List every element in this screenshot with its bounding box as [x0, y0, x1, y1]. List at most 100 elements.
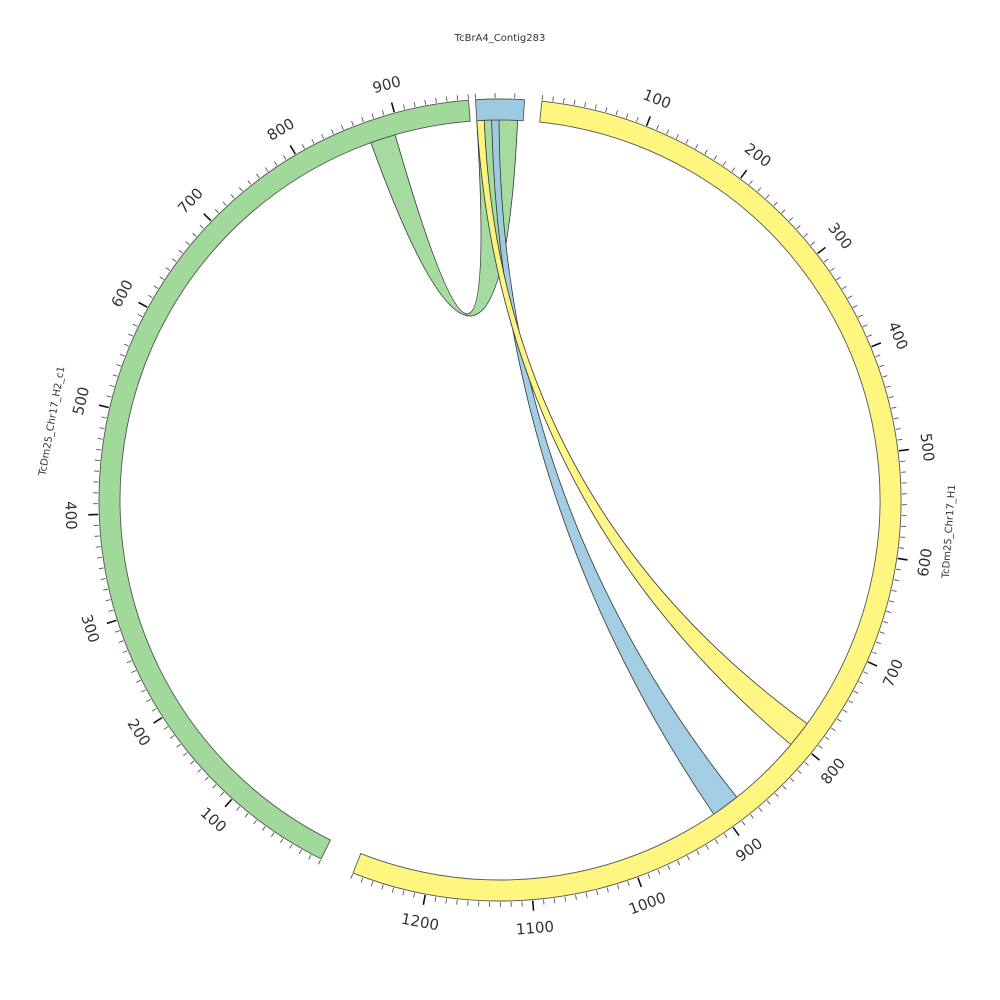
major-tick	[390, 102, 396, 113]
minor-tick	[413, 102, 416, 108]
minor-tick	[575, 894, 577, 900]
minor-tick	[704, 149, 708, 155]
minor-tick	[824, 736, 830, 740]
minor-tick	[169, 735, 175, 739]
minor-tick	[879, 631, 885, 634]
minor-tick	[298, 849, 302, 855]
minor-tick	[606, 887, 609, 893]
minor-tick	[781, 209, 786, 214]
tick-label: 400	[61, 501, 80, 530]
minor-tick	[705, 844, 710, 850]
minor-tick	[796, 225, 801, 230]
minor-tick	[766, 800, 771, 805]
minor-tick	[190, 760, 195, 765]
major-tick	[898, 448, 909, 452]
major-tick	[98, 404, 109, 409]
minor-tick	[875, 641, 881, 645]
minor-tick	[713, 155, 718, 160]
minor-tick	[108, 609, 114, 612]
minor-tick	[888, 396, 894, 399]
minor-tick	[594, 104, 597, 110]
minor-tick	[371, 113, 375, 119]
minor-tick	[247, 180, 252, 185]
minor-tick	[381, 884, 384, 890]
minor-tick	[810, 241, 815, 246]
minor-tick	[165, 267, 171, 271]
tick-label: 800	[817, 754, 849, 788]
minor-tick	[116, 364, 122, 367]
minor-tick	[615, 110, 618, 116]
minor-tick	[283, 155, 287, 160]
minor-tick	[424, 99, 427, 106]
minor-tick	[867, 334, 873, 338]
minor-tick	[748, 180, 753, 185]
minor-tick	[685, 138, 689, 144]
minor-tick	[741, 820, 746, 826]
minor-tick	[879, 364, 885, 368]
minor-tick	[893, 417, 899, 420]
minor-tick	[757, 187, 762, 192]
tick-label: 700	[174, 184, 207, 217]
minor-tick	[758, 807, 763, 812]
minor-tick	[893, 579, 900, 582]
minor-tick	[301, 144, 306, 149]
minor-tick	[253, 819, 258, 825]
minor-tick	[891, 406, 897, 409]
tick-label: 1100	[515, 918, 555, 939]
minor-tick	[562, 98, 565, 104]
tick-label: 500	[917, 432, 938, 463]
major-tick	[531, 900, 535, 911]
minor-tick	[686, 855, 690, 861]
minor-tick	[445, 96, 448, 102]
minor-tick	[714, 839, 719, 844]
minor-tick	[696, 850, 700, 856]
minor-tick	[882, 375, 888, 378]
minor-tick	[445, 898, 447, 904]
minor-tick	[695, 144, 699, 149]
minor-tick	[317, 859, 322, 865]
link-2	[491, 119, 738, 815]
minor-tick	[126, 660, 132, 664]
minor-tick	[886, 610, 892, 614]
minor-tick	[132, 323, 138, 327]
minor-tick	[171, 258, 177, 263]
minor-tick	[862, 324, 868, 328]
minor-tick	[351, 120, 354, 126]
minor-tick	[151, 708, 157, 712]
segment-name-tcdm25-chr17-h2-c1: TcDm25_Chr17_H2_c1	[37, 365, 67, 477]
minor-tick	[331, 129, 334, 135]
minor-tick	[899, 547, 905, 549]
tick-label: 100	[640, 86, 673, 113]
minor-tick	[183, 752, 188, 757]
minor-tick	[573, 99, 576, 105]
minor-tick	[803, 233, 808, 238]
minor-tick	[105, 599, 111, 602]
minor-tick	[675, 134, 679, 139]
minor-tick	[244, 813, 249, 818]
minor-tick	[852, 304, 858, 309]
minor-tick	[95, 546, 101, 548]
minor-tick	[585, 892, 588, 898]
ticks-layer	[88, 93, 909, 911]
segment-name-tcdm25-chr17-h1: TcDm25_Chr17_H1	[941, 484, 959, 580]
minor-tick	[382, 110, 385, 116]
minor-tick	[96, 448, 102, 451]
minor-tick	[199, 224, 204, 229]
minor-tick	[435, 98, 437, 104]
minor-tick	[841, 285, 847, 290]
minor-tick	[192, 232, 197, 237]
minor-tick	[153, 285, 159, 289]
tick-label: 200	[741, 139, 775, 171]
minor-tick	[163, 726, 169, 730]
minor-tick	[842, 709, 848, 713]
minor-tick	[256, 173, 260, 179]
minor-tick	[596, 890, 599, 896]
major-tick	[138, 301, 148, 308]
minor-tick	[836, 276, 841, 281]
minor-tick	[885, 385, 891, 388]
segments-layer	[98, 98, 902, 902]
minor-tick	[112, 374, 118, 377]
minor-tick	[106, 395, 112, 398]
minor-tick	[891, 589, 897, 592]
minor-tick	[262, 826, 266, 831]
